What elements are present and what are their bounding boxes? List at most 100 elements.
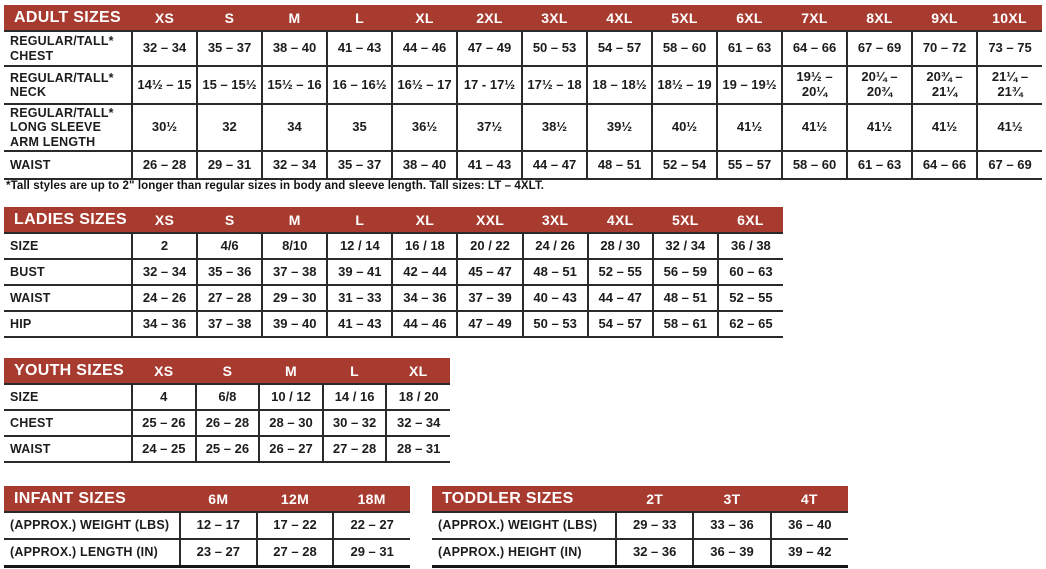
row-label: REGULAR/TALL* LONG SLEEVE ARM LENGTH [4,102,132,152]
row-label: REGULAR/TALL* NECK [4,65,132,104]
column-header: 10XL [977,5,1042,31]
cell-value: 39½ [586,102,652,152]
cell-value: 6/8 [194,383,260,410]
row-label: WAIST [4,435,132,463]
column-header: 4XL [587,5,652,31]
column-header: 12M [256,486,334,512]
row-label: WAIST [4,150,132,181]
cell-value: 23 – 27 [179,538,257,568]
column-header: 3XL [522,207,588,233]
cell-value: 62 – 65 [716,310,783,338]
column-header: 5XL [652,5,717,31]
table-title: YOUTH SIZES [4,358,132,384]
cell-value: 47 – 49 [456,30,522,66]
cell-value: 15½ – 16 [261,65,327,104]
cell-value: 24 / 26 [521,232,588,259]
table-header-row: TODDLER SIZES 2T 3T 4T [432,486,848,512]
cell-value: 30 – 32 [321,409,387,436]
cell-value: 20 / 22 [456,232,523,259]
cell-value: 41½ [846,102,912,152]
column-header: 4XL [587,207,653,233]
table-header-row: LADIES SIZES XS S M L XL XXL 3XL 4XL 5XL 6XL [4,207,783,233]
table-row: WAIST 26 – 28 29 – 31 32 – 34 35 – 37 38 – 40… [4,150,1042,181]
cell-value: 64 – 66 [781,30,847,66]
cell-value: 24 – 25 [131,435,196,463]
column-header: XL [392,207,458,233]
cell-value: 37 – 38 [261,258,328,285]
cell-value: 37 – 39 [456,284,523,311]
cell-value: 17 - 17½ [456,65,522,104]
cell-value: 14½ – 15 [131,65,197,104]
cell-value: 48 – 51 [651,284,718,311]
row-label: SIZE [4,383,132,410]
cell-value: 30½ [131,102,197,152]
cell-value: 35 – 36 [196,258,263,285]
table-row: BUST 32 – 34 35 – 36 37 – 38 39 – 41 42 – 44 4… [4,258,783,285]
cell-value: 41 – 43 [456,150,522,181]
table-row: SIZE 4 6/8 10 / 12 14 / 16 18 / 20 [4,383,450,410]
cell-value: 50 – 53 [521,310,588,338]
column-header: 2XL [457,5,522,31]
row-label: WAIST [4,284,132,311]
row-label: (APPROX.) WEIGHT (LBS) [4,511,180,539]
table-row: REGULAR/TALL* LONG SLEEVE ARM LENGTH 30½ 3… [4,102,1042,152]
cell-value: 41 – 43 [326,30,392,66]
cell-value: 29 – 31 [332,538,410,568]
cell-value: 50 – 53 [521,30,587,66]
cell-value: 34 [261,102,327,152]
cell-value: 21¼ – 21¾ [976,65,1042,104]
table-row: (APPROX.) WEIGHT (LBS) 29 – 33 33 – 36 36 –… [432,511,848,539]
column-header: 7XL [782,5,847,31]
cell-value: 47 – 49 [456,310,523,338]
cell-value: 67 – 69 [976,150,1042,181]
cell-value: 36½ [391,102,457,152]
cell-value: 73 – 75 [976,30,1042,66]
cell-value: 20¾ – 21¼ [911,65,977,104]
cell-value: 61 – 63 [846,150,912,181]
cell-value: 41½ [976,102,1042,152]
cell-value: 32 – 34 [130,258,198,285]
table-row: HIP 34 – 36 37 – 38 39 – 40 41 – 43 44 – 46 47… [4,310,783,338]
table-header-row: ADULT SIZES XS S M L XL 2XL 3XL 4XL 5XL 6XL 7XL 8XL 9… [4,5,1042,31]
cell-value: 36 – 40 [769,511,848,539]
youth-sizes-table: YOUTH SIZES XS S M L XL SIZE 4 6/8 10 / 12 14 / 16… [4,358,450,463]
column-header: 8XL [847,5,912,31]
column-header: M [262,5,327,31]
table-row: WAIST 24 – 25 25 – 26 26 – 27 27 – 28 28 – 31 [4,435,450,463]
table-title: TODDLER SIZES [432,486,616,512]
table-row: REGULAR/TALL* NECK 14½ – 15 15 – 15½ 15½ – … [4,65,1042,104]
column-header: 6M [180,486,257,512]
column-header: 6XL [717,207,783,233]
cell-value: 2 [130,232,198,259]
cell-value: 52 – 55 [586,258,653,285]
column-header: 5XL [652,207,718,233]
cell-value: 52 – 54 [651,150,717,181]
column-header: 9XL [912,5,977,31]
cell-value: 38 – 40 [391,150,457,181]
row-label: CHEST [4,409,132,436]
cell-value: 4/6 [196,232,263,259]
table-row: (APPROX.) LENGTH (IN) 23 – 27 27 – 28 29 – … [4,538,410,568]
cell-value: 54 – 57 [586,310,653,338]
column-header: 2T [616,486,694,512]
adult-sizes-table: ADULT SIZES XS S M L XL 2XL 3XL 4XL 5XL 6XL 7XL 8XL 9… [4,5,1042,181]
cell-value: 41½ [781,102,847,152]
table-row: SIZE 2 4/6 8/10 12 / 14 16 / 18 20 / 22 24 / 26… [4,232,783,259]
cell-value: 58 – 60 [781,150,847,181]
column-header: 18M [333,486,410,512]
cell-value: 27 – 28 [321,435,387,463]
cell-value: 18 – 18½ [586,65,652,104]
table-row: (APPROX.) HEIGHT (IN) 32 – 36 36 – 39 39 – … [432,538,848,568]
cell-value: 41½ [716,102,782,152]
cell-value: 18 / 20 [385,383,450,410]
cell-value: 58 – 60 [651,30,717,66]
cell-value: 39 – 40 [261,310,328,338]
cell-value: 12 – 17 [179,511,257,539]
cell-value: 19 – 19½ [716,65,782,104]
column-header: M [262,207,328,233]
cell-value: 10 / 12 [258,383,323,410]
cell-value: 16½ – 17 [391,65,457,104]
cell-value: 38½ [521,102,587,152]
cell-value: 37½ [456,102,522,152]
cell-value: 32 / 34 [651,232,718,259]
